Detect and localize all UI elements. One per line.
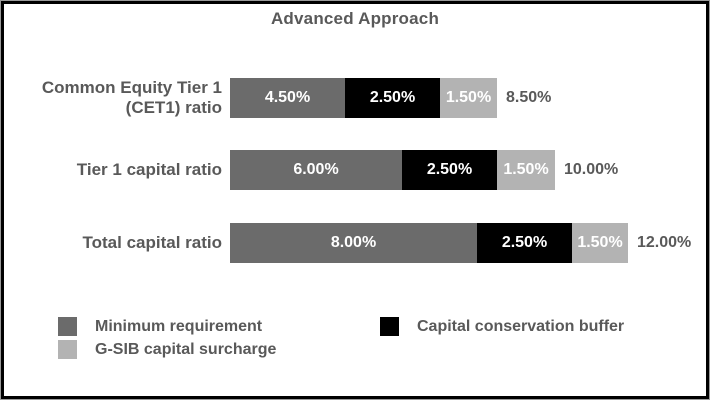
stacked-bar-total-capital: 8.00% 2.50% 1.50% 12.00%: [230, 223, 691, 263]
category-label-total-capital-ratio: Total capital ratio: [82, 233, 223, 253]
bar-segment-gsib-surcharge: 1.50%: [440, 78, 497, 118]
legend-swatch-minimum-requirement: [58, 317, 77, 336]
legend-swatch-gsib-surcharge: [58, 340, 77, 359]
legend-item-gsib-surcharge: G-SIB capital surcharge: [58, 340, 276, 359]
legend-label: Capital conservation buffer: [417, 317, 625, 335]
category-label-cet1-ratio: Common Equity Tier 1 (CET1) ratio: [41, 78, 222, 117]
bar-segment-conservation-buffer: 2.50%: [402, 150, 497, 190]
chart-title: Advanced Approach: [270, 9, 440, 28]
bar-segment-conservation-buffer: 2.50%: [345, 78, 440, 118]
bar-segment-conservation-buffer: 2.50%: [477, 223, 572, 263]
bar-segment-minimum-requirement: 8.00%: [230, 223, 477, 263]
legend-item-minimum-requirement: Minimum requirement: [58, 317, 262, 336]
bar-segment-minimum-requirement: 6.00%: [230, 150, 402, 190]
legend-label: G-SIB capital surcharge: [95, 340, 277, 358]
legend-label: Minimum requirement: [95, 317, 263, 335]
legend-item-conservation-buffer: Capital conservation buffer: [380, 317, 624, 336]
bar-segment-minimum-requirement: 4.50%: [230, 78, 345, 118]
stacked-bar-tier1: 6.00% 2.50% 1.50% 10.00%: [230, 150, 618, 190]
bar-total-label: 8.50%: [506, 89, 552, 106]
bar-total-label: 12.00%: [637, 234, 692, 251]
bar-total-label: 10.00%: [564, 161, 619, 178]
legend-swatch-conservation-buffer: [380, 317, 399, 336]
bar-segment-gsib-surcharge: 1.50%: [572, 223, 628, 263]
stacked-bar-cet1: 4.50% 2.50% 1.50% 8.50%: [230, 78, 551, 118]
bar-segment-gsib-surcharge: 1.50%: [497, 150, 555, 190]
category-label-tier1-capital-ratio: Tier 1 capital ratio: [76, 160, 222, 180]
